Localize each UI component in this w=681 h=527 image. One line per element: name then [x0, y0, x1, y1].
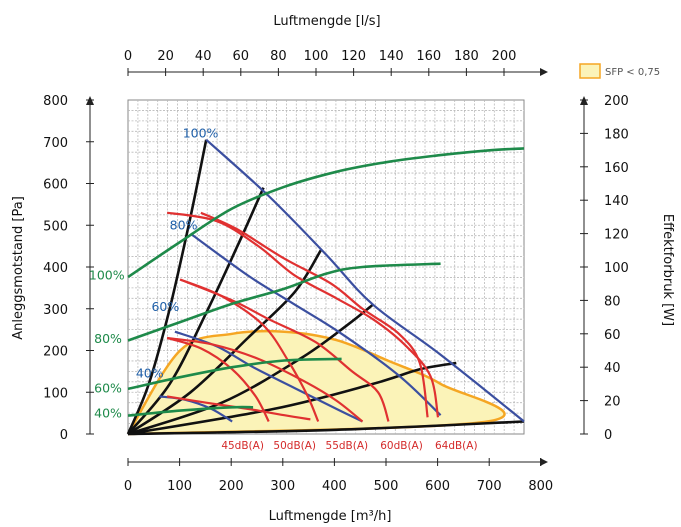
curves-layer	[126, 138, 525, 436]
sound-level-label: 64dB(A)	[435, 440, 478, 452]
y-right-tick-label: 80	[604, 294, 621, 309]
fan-speed-label: 100%	[183, 126, 219, 141]
power-curve	[127, 147, 525, 279]
x-top-tick-label: 40	[195, 49, 212, 64]
y-left-tick-label: 100	[43, 386, 68, 401]
x-top-tick-label: 120	[341, 49, 366, 64]
power-curve	[127, 262, 441, 342]
x-bottom-tick-label: 400	[322, 479, 347, 494]
sound-level-label: 45dB(A)	[221, 440, 264, 452]
sound-curve	[200, 211, 429, 418]
power-speed-label: 60%	[94, 380, 122, 395]
sound-level-label: 50dB(A)	[273, 440, 316, 452]
x-top-tick-label: 0	[124, 49, 132, 64]
fan-speed-label: 60%	[151, 299, 179, 314]
sound-curve	[166, 395, 311, 421]
power-curve	[127, 357, 342, 391]
y-right-tick-label: 180	[604, 127, 629, 142]
sound-curve	[166, 211, 440, 418]
fan-curve	[205, 138, 525, 423]
fan-speed-label: 40%	[136, 366, 164, 381]
x-bottom-tick-label: 600	[425, 479, 450, 494]
power-speed-label: 80%	[94, 331, 122, 346]
y-right-tick-label: 0	[604, 428, 612, 443]
x-top-tick-label: 80	[270, 49, 287, 64]
x-bottom-tick-label: 800	[528, 479, 553, 494]
sound-curve	[166, 336, 364, 423]
x-top-axis-arrow	[540, 68, 548, 76]
axes	[86, 68, 588, 466]
y-left-axis-title: Anleggsmotstand [Pa]	[11, 196, 26, 340]
system-curve	[126, 139, 208, 435]
y-left-tick-label: 200	[43, 345, 68, 360]
legend: SFP < 0,75	[579, 63, 660, 79]
x-bottom-tick-label: 100	[167, 479, 192, 494]
legend-label: SFP < 0,75	[605, 67, 660, 78]
x-bottom-tick-label: 700	[477, 479, 502, 494]
y-right-tick-label: 20	[604, 395, 621, 410]
y-left-tick-label: 300	[43, 303, 68, 318]
sound-curve	[179, 278, 390, 422]
x-bottom-tick-label: 200	[219, 479, 244, 494]
x-bottom-tick-label: 300	[270, 479, 295, 494]
y-right-tick-label: 120	[604, 228, 629, 243]
x-top-tick-label: 180	[454, 49, 479, 64]
x-top-tick-label: 200	[492, 49, 517, 64]
y-left-tick-label: 500	[43, 219, 68, 234]
legend-swatch	[579, 63, 601, 79]
y-right-axis-title: Effektforbruk [W]	[660, 214, 675, 326]
power-speed-label: 40%	[94, 405, 122, 420]
x-top-tick-label: 160	[416, 49, 441, 64]
y-left-tick-label: 800	[43, 94, 68, 109]
fan-speed-label: 80%	[170, 217, 198, 232]
x-bottom-axis-arrow	[540, 458, 548, 466]
x-top-tick-label: 140	[379, 49, 404, 64]
sound-level-label: 60dB(A)	[380, 440, 423, 452]
x-bottom-axis-title: Luftmengde [m³/h]	[269, 509, 392, 524]
sound-curve	[166, 336, 270, 423]
y-right-tick-label: 60	[604, 328, 621, 343]
y-right-tick-label: 140	[604, 194, 629, 209]
x-top-tick-label: 100	[304, 49, 329, 64]
system-curve	[127, 420, 525, 436]
y-right-tick-label: 100	[604, 261, 629, 276]
x-top-tick-label: 60	[233, 49, 250, 64]
power-speed-label: 100%	[89, 268, 125, 283]
x-bottom-tick-label: 500	[374, 479, 399, 494]
y-left-tick-label: 400	[43, 261, 68, 276]
y-left-tick-label: 600	[43, 178, 68, 193]
x-bottom-tick-label: 0	[124, 479, 132, 494]
y-right-tick-label: 200	[604, 94, 629, 109]
power-curve	[127, 405, 254, 417]
y-right-tick-label: 160	[604, 161, 629, 176]
system-curve	[127, 303, 374, 436]
sound-level-label: 55dB(A)	[326, 440, 369, 452]
x-top-axis-title: Luftmengde [l/s]	[273, 14, 380, 29]
y-left-tick-label: 0	[60, 428, 68, 443]
fan-curve	[189, 232, 442, 416]
y-right-tick-label: 40	[604, 361, 621, 376]
y-left-tick-label: 700	[43, 136, 68, 151]
x-top-tick-label: 20	[157, 49, 174, 64]
